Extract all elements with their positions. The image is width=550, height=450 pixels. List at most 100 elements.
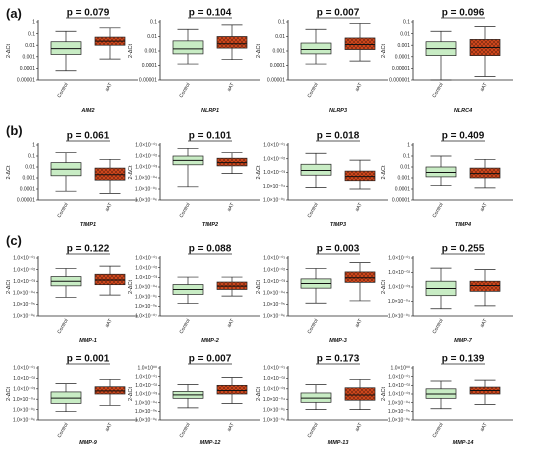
y-tick-label: 0.0001 (395, 55, 411, 61)
x-category-label: Control (178, 422, 191, 439)
y-axis-label: 2-ΔCt (6, 44, 12, 59)
x-category-label: Control (306, 422, 319, 439)
p-value-label: p = 0.079 (67, 8, 110, 19)
section-label-c: (c) (6, 233, 22, 248)
y-axis-label: 2-ΔCt (128, 44, 134, 59)
y-tick-label: 1.0×10⁻⁰³ (13, 279, 35, 285)
y-tick-label: 0.1 (28, 31, 35, 37)
box-iqr (300, 42, 332, 55)
y-axis-label: 2-ΔCt (128, 280, 134, 295)
x-category-label: aAT (354, 82, 364, 93)
x-category-label: Control (431, 318, 444, 335)
boxplot-panel-mmp-3: 1.0×10⁻⁰¹ 1.0×10⁻⁰² 1.0×10⁻⁰³ 1.0×10⁻⁰⁴ 1.0×… (256, 244, 388, 344)
box-iqr (344, 387, 376, 401)
y-tick-label: 1.0×10⁻⁰² (263, 156, 285, 162)
box-aat (469, 269, 501, 307)
y-tick-label: 1.0×10⁻⁰¹ (135, 256, 157, 262)
gene-name-label: MMP-13 (328, 440, 349, 446)
box-iqr (469, 167, 501, 179)
section-label-b: (b) (6, 123, 23, 138)
boxplot-panel-mmp-9: 1.0×10⁻⁰¹ 1.0×10⁻⁰² 1.0×10⁻⁰³ 1.0×10⁻⁰⁴ 1.0×… (6, 354, 138, 446)
p-value-label: p = 0.255 (442, 244, 485, 255)
box-iqr (216, 157, 248, 167)
x-category-label: aAT (479, 202, 489, 213)
p-value-label: p = 0.101 (189, 131, 232, 142)
box-control (172, 384, 204, 409)
y-tick-label: 1.0×10⁻⁰⁶ (13, 314, 35, 320)
p-value-label: p = 0.001 (67, 354, 110, 365)
y-tick-label: 1.0×10⁻⁰⁷ (135, 314, 157, 320)
y-tick-label: 0.00001 (17, 198, 35, 204)
boxplot-panel-timp1: 1 0.1 0.01 0.001 0.0001 0.00001 2-ΔCt Control aA… (6, 131, 138, 228)
p-value-label: p = 0.122 (67, 244, 110, 255)
y-tick-label: 1.0×10⁻⁰⁵ (135, 409, 157, 415)
p-value-label: p = 0.061 (67, 131, 110, 142)
box-aat (469, 158, 501, 189)
box-iqr (94, 386, 126, 395)
y-tick-label: 0.1 (150, 20, 157, 26)
y-tick-label: 0.0001 (270, 63, 286, 69)
y-axis-label: 2-ΔCt (256, 280, 262, 295)
boxplot-panel-nlrc4: 0.1 0.01 0.001 0.0001 0.00001 0.000001 2-ΔCt Co… (381, 8, 513, 114)
box-iqr (300, 392, 332, 403)
y-tick-label: 1.0×10⁻⁰⁶ (263, 418, 285, 424)
y-tick-label: 0.000001 (389, 78, 410, 84)
y-tick-label: 0.0001 (20, 66, 36, 72)
y-axis-label: 2-ΔCt (128, 165, 134, 180)
boxplot-panel-aim2: 1 0.1 0.01 0.001 0.0001 0.00001 2-ΔCt Control aA… (6, 8, 138, 114)
y-axis-label: 2-ΔCt (381, 44, 387, 59)
y-tick-label: 1.0×10⁻⁰¹ (388, 374, 410, 380)
boxplot-panel-nlrp1: 0.1 0.01 0.001 0.0001 0.00001 2-ΔCt Control aAT… (128, 8, 260, 114)
box-iqr (344, 37, 376, 50)
y-tick-label: 1 (32, 20, 35, 26)
y-tick-label: 0.01 (400, 31, 410, 37)
y-tick-label: 1.0×10⁻⁰⁴ (13, 397, 35, 403)
y-axis-label: 2-ΔCt (256, 44, 262, 59)
box-control (425, 155, 457, 187)
y-tick-label: 0.00001 (139, 78, 157, 84)
x-category-label: Control (431, 202, 444, 219)
x-category-label: Control (56, 202, 69, 219)
x-category-label: Control (306, 202, 319, 219)
y-tick-label: 1.0×10⁻⁰⁵ (388, 314, 410, 320)
box-iqr (425, 166, 457, 178)
x-category-label: aAT (104, 202, 114, 213)
y-tick-label: 1.0×10⁻⁰⁵ (263, 302, 285, 308)
y-axis-label: 2-ΔCt (256, 165, 262, 180)
y-axis-label: 2-ΔCt (6, 280, 12, 295)
box-iqr (50, 41, 82, 55)
y-tick-label: 0.001 (397, 43, 410, 49)
box-control (300, 152, 332, 188)
gene-name-label: NLRC4 (454, 108, 472, 114)
x-category-label: Control (178, 318, 191, 335)
y-tick-label: 1.0×10⁻⁰⁴ (135, 176, 157, 182)
y-tick-label: 0.00001 (392, 66, 410, 72)
box-iqr (216, 384, 248, 395)
y-tick-label: 0.1 (28, 154, 35, 160)
gene-name-label: TIMP4 (455, 222, 471, 228)
y-tick-label: 1.0×10⁻⁰¹ (388, 256, 410, 262)
boxplot-panel-mmp-1: 1.0×10⁻⁰¹ 1.0×10⁻⁰² 1.0×10⁻⁰³ 1.0×10⁻⁰⁴ 1.0×… (6, 244, 138, 344)
box-control (300, 28, 332, 65)
box-aat (216, 377, 248, 404)
y-tick-label: 1.0×10⁰⁰ (138, 366, 157, 372)
gene-name-label: TIMP1 (80, 222, 96, 228)
y-tick-label: 0.00001 (17, 78, 35, 84)
box-control (50, 30, 82, 72)
x-category-label: aAT (479, 422, 489, 433)
y-tick-label: 1.0×10⁻⁰⁴ (13, 291, 35, 297)
p-value-label: p = 0.003 (317, 244, 360, 255)
x-category-label: aAT (226, 202, 236, 213)
x-category-label: Control (431, 422, 444, 439)
box-aat (344, 159, 376, 190)
y-tick-label: 0.0001 (20, 187, 36, 193)
y-tick-label: 0.00001 (267, 78, 285, 84)
y-tick-label: 1.0×10⁻⁰³ (135, 392, 157, 398)
y-tick-label: 1.0×10⁻⁰⁵ (13, 407, 35, 413)
p-value-label: p = 0.409 (442, 131, 485, 142)
gene-name-label: TIMP3 (330, 222, 346, 228)
x-category-label: aAT (104, 82, 114, 93)
y-tick-label: 1.0×10⁻⁰² (13, 267, 35, 273)
x-category-label: aAT (104, 318, 114, 329)
y-axis-label: 2-ΔCt (128, 387, 134, 402)
